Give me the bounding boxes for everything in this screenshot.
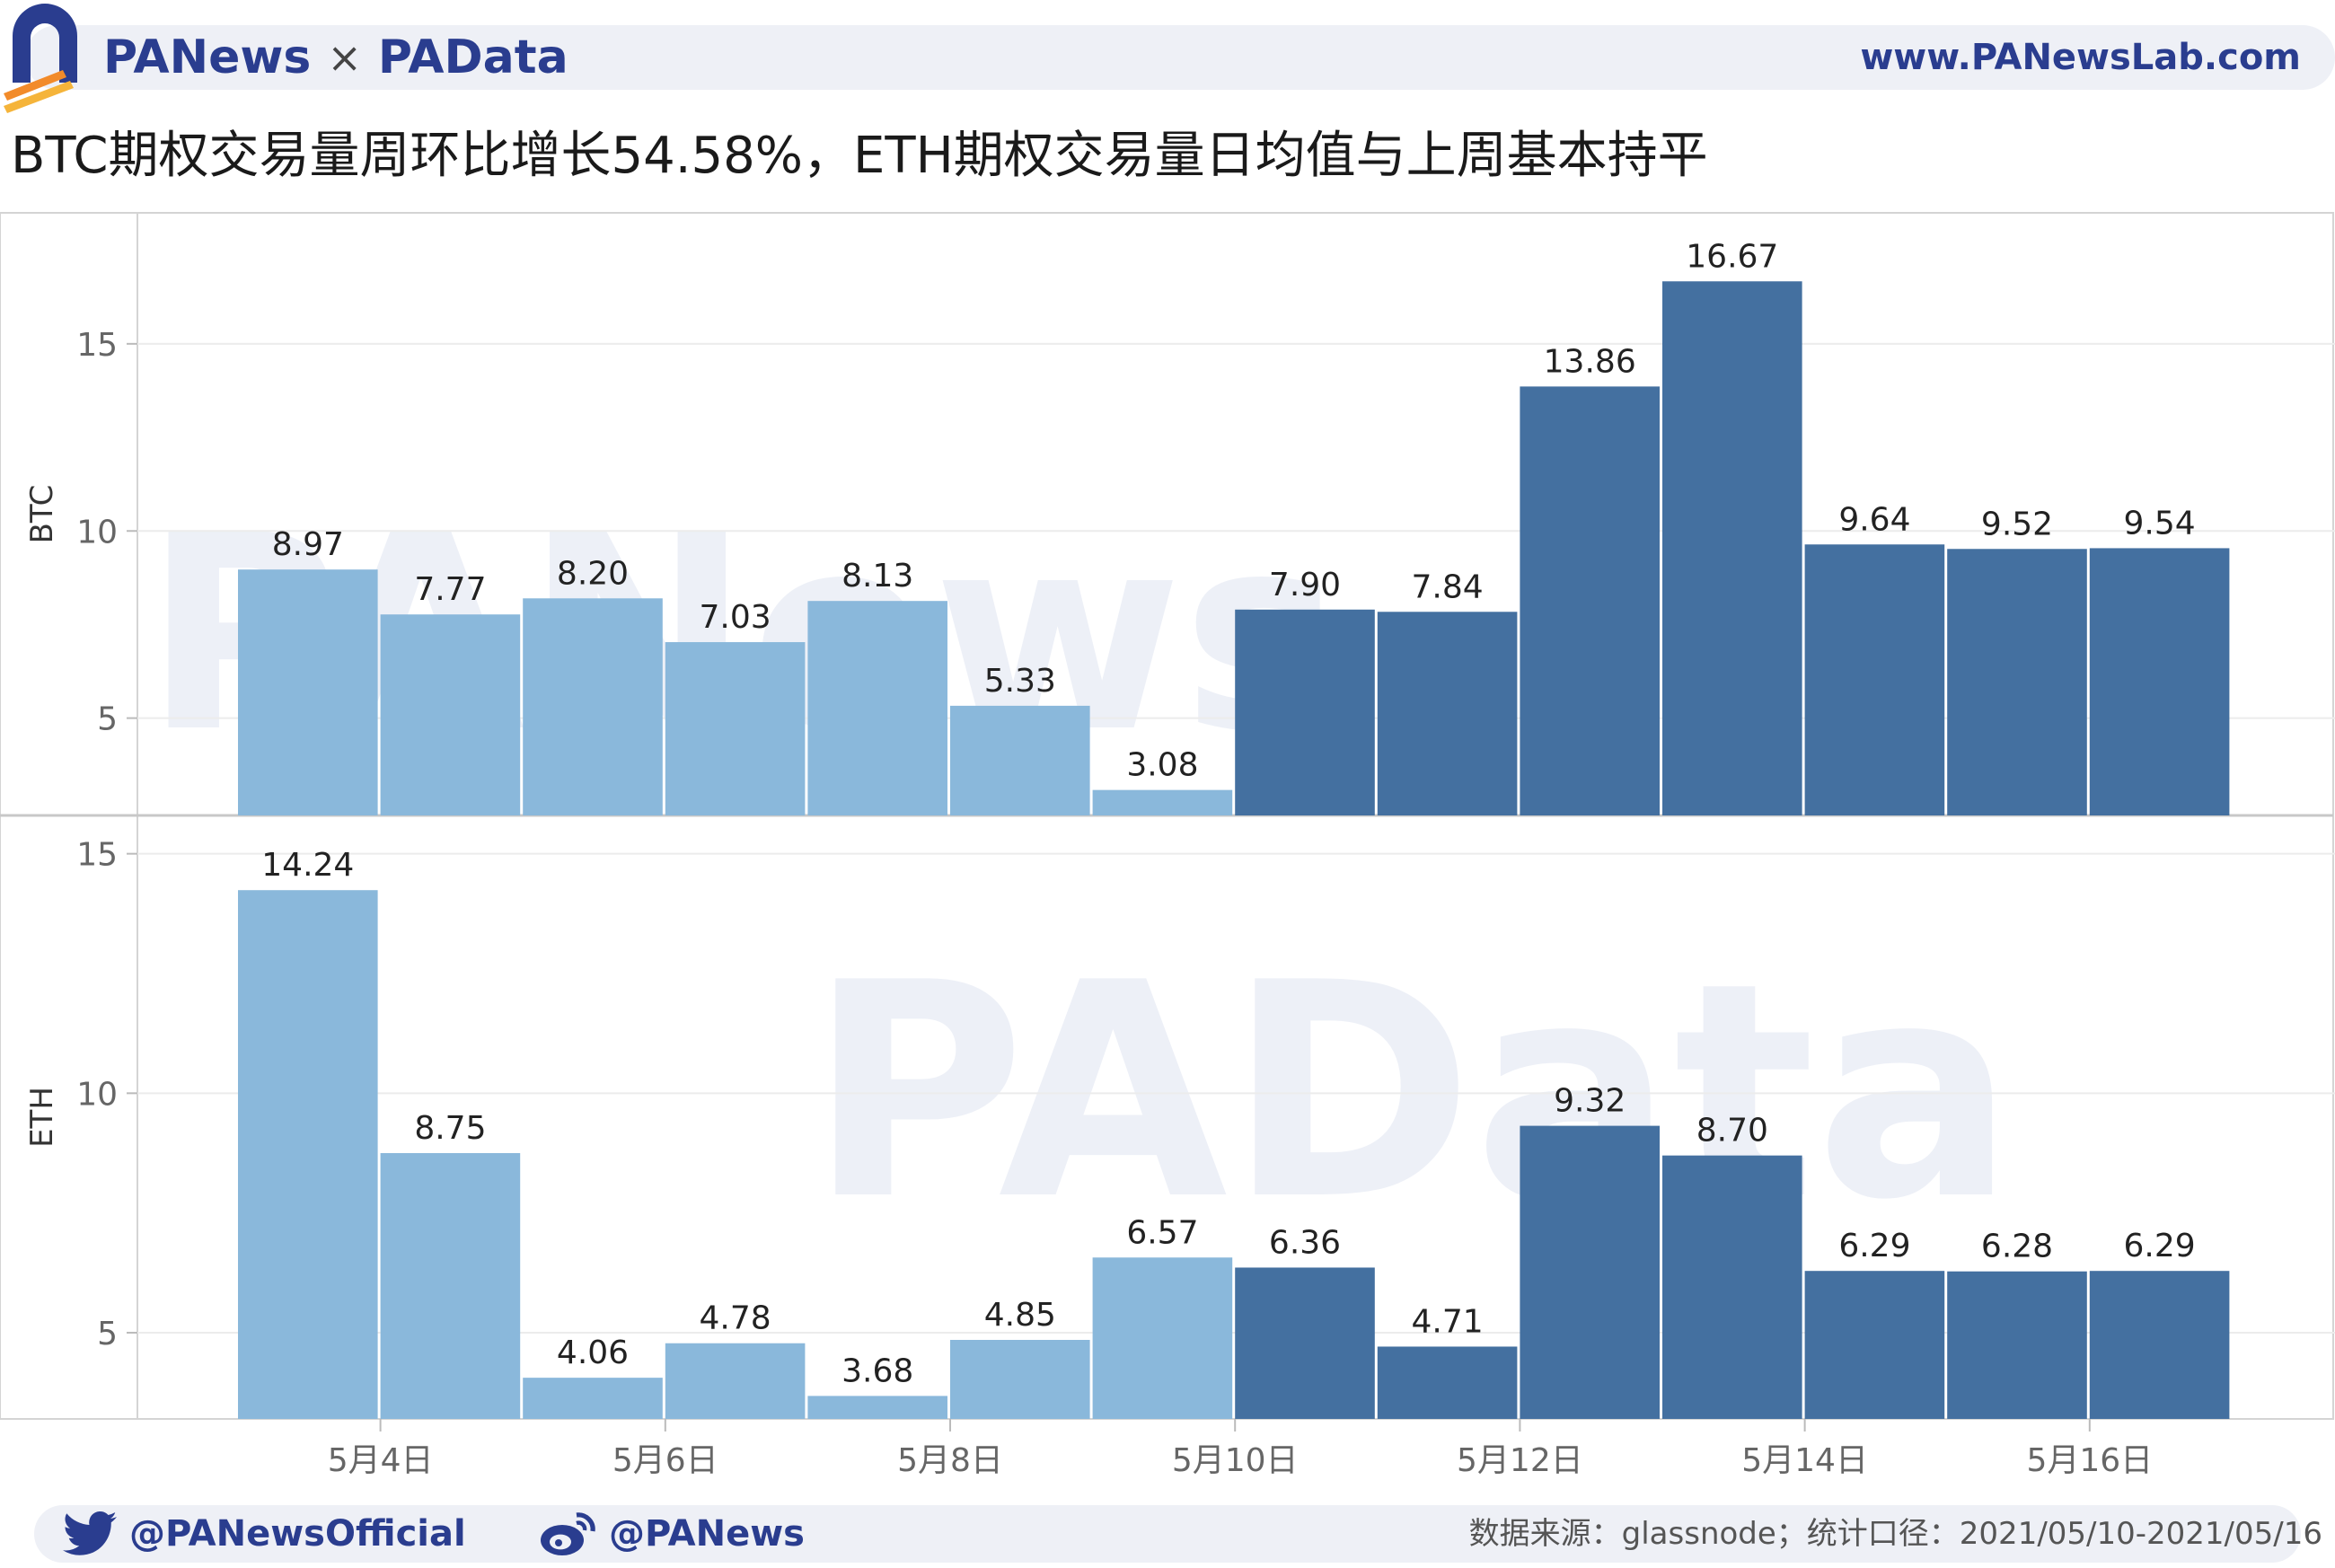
bar (380, 1153, 521, 1419)
x-tick-label: 5月10日 (1172, 1442, 1299, 1479)
bar (238, 569, 378, 815)
y-tick-label: 5 (97, 1316, 118, 1352)
data-label: 4.06 (557, 1335, 629, 1371)
bar (1947, 549, 2087, 815)
brand-padata: PAData (377, 31, 568, 84)
weibo-handle-label: @PANews (609, 1513, 805, 1555)
bar (950, 705, 1090, 815)
bar (2089, 548, 2230, 815)
bar (1662, 281, 1802, 816)
x-tick-label: 5月6日 (612, 1442, 718, 1479)
brand-lockup: PANews × PAData (103, 25, 568, 90)
brand-separator: × (327, 33, 362, 82)
bar (1377, 612, 1518, 815)
data-label: 7.03 (700, 599, 771, 636)
x-tick-label: 5月8日 (897, 1442, 1003, 1479)
y-axis-label: BTC (24, 485, 60, 544)
data-label: 6.29 (2124, 1228, 2196, 1264)
x-tick-label: 5月16日 (2026, 1442, 2153, 1479)
data-label: 6.28 (1981, 1229, 2053, 1265)
x-tick-label: 5月4日 (328, 1442, 434, 1479)
y-tick-label: 10 (76, 514, 118, 551)
data-label: 8.70 (1696, 1113, 1768, 1150)
bar (380, 614, 521, 815)
bar (1235, 609, 1375, 815)
weibo-handle[interactable]: @PANews (539, 1505, 805, 1563)
weibo-icon (541, 1512, 595, 1555)
x-tick-label: 5月12日 (1457, 1442, 1583, 1479)
watermark-padata: PAData (808, 920, 2015, 1264)
y-axis-label: ETH (24, 1087, 60, 1148)
data-label: 8.20 (557, 555, 629, 592)
twitter-bird-icon (63, 1511, 117, 1555)
data-label: 9.54 (2124, 505, 2196, 542)
chart-title: BTC期权交易量周环比增长54.58%，ETH期权交易量日均值与上周基本持平 (11, 127, 1708, 185)
data-label: 8.75 (414, 1110, 486, 1147)
data-label: 8.97 (272, 526, 344, 563)
bar (1947, 1271, 2087, 1419)
bar (2089, 1271, 2230, 1419)
data-label: 3.68 (841, 1352, 913, 1389)
brand-panews: PANews (103, 31, 312, 84)
bar (523, 598, 663, 815)
data-label: 7.90 (1269, 567, 1341, 603)
data-label: 4.85 (984, 1297, 1056, 1334)
bar (1235, 1267, 1375, 1419)
bar (665, 1343, 806, 1419)
data-label: 9.52 (1981, 506, 2053, 542)
data-label: 6.29 (1838, 1228, 1910, 1264)
data-label: 5.33 (984, 663, 1056, 700)
data-label: 13.86 (1544, 343, 1636, 380)
bar (523, 1378, 663, 1419)
bar (1804, 1271, 1945, 1419)
data-label: 3.08 (1126, 747, 1198, 784)
data-label: 6.36 (1269, 1224, 1341, 1261)
axis-labels: 5 10 15 BTC 5 10 15 ETH 5月4日 5月6日 5月8日 5月10日 5月12日 5月… (24, 327, 2153, 1479)
bar (1804, 544, 1945, 815)
bar (1520, 386, 1660, 815)
bar (1520, 1125, 1660, 1419)
bar (1092, 789, 1233, 815)
bar (807, 601, 947, 815)
y-tick-label: 15 (76, 837, 118, 874)
bar (1662, 1155, 1802, 1419)
y-tick-label: 5 (97, 701, 118, 738)
data-label: 7.77 (414, 571, 486, 608)
bar (665, 642, 806, 815)
data-label: 9.32 (1554, 1083, 1626, 1120)
panews-logo-icon (4, 4, 77, 113)
footer-band (34, 1505, 2301, 1563)
data-label: 4.78 (700, 1300, 771, 1337)
data-label: 8.13 (841, 558, 913, 595)
bar (1092, 1257, 1233, 1419)
twitter-handle[interactable]: @PANewsOfficial (63, 1505, 466, 1563)
header-band (25, 25, 2335, 90)
data-label: 9.64 (1838, 501, 1910, 538)
site-url[interactable]: www.PANewsLab.com (1860, 37, 2301, 78)
data-label: 6.57 (1126, 1214, 1198, 1251)
data-labels: 8.97 7.77 8.20 7.03 8.13 5.33 3.08 7.90 7.84 13.8… (261, 238, 2195, 1389)
x-tick-label: 5月14日 (1741, 1442, 1868, 1479)
data-source-note: 数据来源：glassnode；统计口径：2021/05/10-2021/05/1… (1468, 1516, 2322, 1552)
data-label: 16.67 (1686, 238, 1778, 275)
bar (807, 1396, 947, 1419)
y-tick-label: 10 (76, 1076, 118, 1113)
bar (238, 890, 378, 1419)
y-tick-label: 15 (76, 327, 118, 364)
bar (1377, 1346, 1518, 1419)
bar-marks (238, 281, 2230, 1419)
data-label: 7.84 (1412, 568, 1484, 605)
twitter-handle-label: @PANewsOfficial (129, 1513, 466, 1555)
data-label: 14.24 (261, 847, 354, 884)
bar (950, 1340, 1090, 1419)
data-label: 4.71 (1412, 1303, 1484, 1340)
